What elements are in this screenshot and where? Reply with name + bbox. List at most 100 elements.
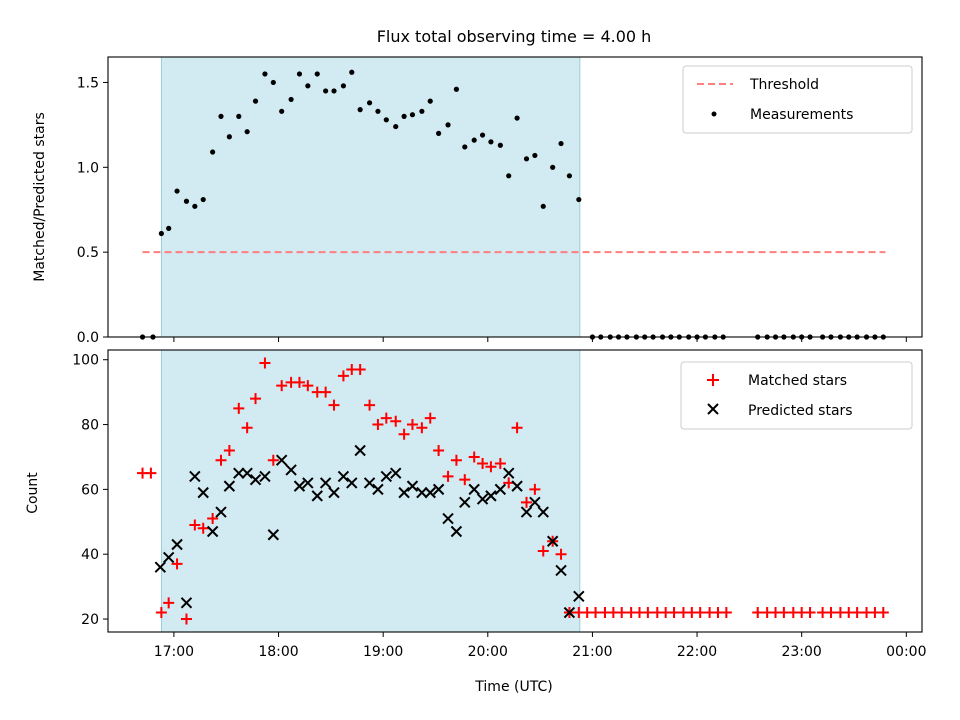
predicted-star-point: [520, 506, 533, 518]
measurement-point: [506, 173, 512, 179]
matched-star-point: [406, 419, 418, 431]
matched-star-point: [720, 607, 732, 619]
legend-measurements-swatch: [711, 111, 717, 117]
matched-star-point: [197, 522, 209, 534]
matched-star-point: [215, 454, 227, 466]
matched-star-point: [233, 402, 245, 414]
predicted-star-point: [354, 444, 366, 457]
predicted-star-point: [337, 470, 350, 483]
predicted-star-point: [223, 480, 236, 492]
matched-star-point: [364, 399, 376, 411]
predicted-star-point: [328, 486, 340, 499]
measurement-point: [419, 108, 425, 114]
top-panel: 0.0 0.5 1.0 1.5 Matched/Predicted stars Thr…: [32, 56, 923, 346]
x-tick-label: 21:00: [572, 644, 612, 660]
x-tick-label: 22:00: [677, 644, 717, 660]
top-y-axis: 0.0 0.5 1.0 1.5: [77, 75, 108, 346]
predicted-star-point: [390, 467, 402, 479]
measurement-point: [514, 115, 520, 121]
measurement-point: [323, 88, 329, 94]
top-y-tick-label: 0.0: [77, 330, 99, 346]
predicted-star-point: [406, 480, 419, 492]
predicted-star-point: [459, 496, 471, 509]
matched-star-point: [259, 357, 271, 369]
predicted-star-point: [424, 486, 436, 499]
bottom-x-axis: 17:00 18:00 19:00 20:00 21:00 22:00 23:00 00:00: [154, 632, 926, 660]
matched-star-point: [668, 607, 680, 619]
matched-star-point: [390, 415, 402, 427]
measurement-point: [540, 203, 546, 209]
predicted-star-point: [293, 480, 306, 492]
measurement-point: [279, 108, 285, 114]
matched-star-point: [590, 607, 602, 619]
measurement-point: [558, 140, 564, 147]
predicted-star-point: [154, 561, 167, 573]
predicted-star-point: [241, 467, 253, 479]
measurement-point: [305, 83, 311, 89]
measurement-point: [523, 156, 530, 162]
x-tick-label: 18:00: [258, 644, 298, 660]
predicted-star-point: [180, 597, 193, 609]
matched-star-point: [537, 545, 549, 557]
measurement-point: [453, 86, 460, 92]
predicted-star-point: [249, 473, 262, 486]
matched-star-point: [503, 477, 515, 489]
measurement-point: [166, 225, 172, 231]
matched-star-point: [223, 444, 235, 456]
matched-star-point: [380, 412, 392, 424]
predicted-star-point: [416, 486, 428, 499]
measurement-point: [236, 113, 242, 119]
matched-star-point: [302, 380, 314, 392]
x-axis-label: Time (UTC): [474, 679, 552, 695]
predicted-star-point: [494, 483, 507, 496]
measurement-point: [270, 79, 276, 86]
measurement-point: [436, 130, 442, 136]
legend-predicted-label: Predicted stars: [748, 403, 853, 419]
matched-star-point: [450, 454, 462, 466]
measurement-point: [288, 96, 294, 103]
predicted-star-point: [537, 506, 549, 518]
matched-star-point: [529, 483, 541, 495]
legend-threshold-label: Threshold: [749, 77, 819, 93]
x-tick-label: 19:00: [363, 644, 403, 660]
matched-star-point: [694, 607, 706, 619]
legend-matched-swatch: [707, 374, 719, 386]
measurement-point: [566, 173, 573, 179]
matched-star-point: [459, 474, 471, 486]
predicted-stars-series: [154, 444, 585, 619]
bottom-y-tick-label: 20: [81, 612, 99, 628]
matched-star-point: [752, 607, 764, 619]
legend-predicted-swatch: [707, 403, 719, 415]
measurement-point: [200, 196, 206, 203]
matched-star-point: [171, 558, 183, 570]
predicted-star-point: [450, 525, 463, 538]
matched-star-point: [416, 422, 428, 434]
measurement-point: [349, 69, 355, 75]
matched-star-point: [180, 613, 192, 625]
measurement-point: [226, 134, 232, 140]
top-y-tick-label: 1.5: [77, 75, 99, 91]
matched-star-point: [851, 607, 863, 619]
measurement-point: [471, 137, 477, 143]
x-tick-label: 20:00: [468, 644, 508, 660]
measurement-point: [383, 117, 389, 123]
measurement-point: [401, 113, 407, 119]
predicted-star-point: [529, 496, 541, 509]
predicted-star-point: [398, 486, 410, 499]
matched-star-point: [494, 457, 506, 469]
predicted-star-point: [363, 477, 376, 489]
predicted-star-point: [380, 470, 393, 483]
predicted-star-point: [432, 483, 445, 496]
measurement-point: [445, 122, 451, 128]
measurement-point: [192, 203, 198, 209]
measurement-point: [331, 88, 337, 94]
matched-star-point: [442, 470, 454, 482]
measurement-point: [550, 164, 556, 170]
bottom-legend: Matched stars Predicted stars: [680, 361, 913, 430]
x-tick-label: 17:00: [154, 644, 194, 660]
predicted-star-point: [485, 490, 497, 502]
bottom-shaded-span: [160, 349, 581, 633]
measurement-point: [366, 100, 373, 106]
predicted-star-point: [162, 551, 175, 564]
